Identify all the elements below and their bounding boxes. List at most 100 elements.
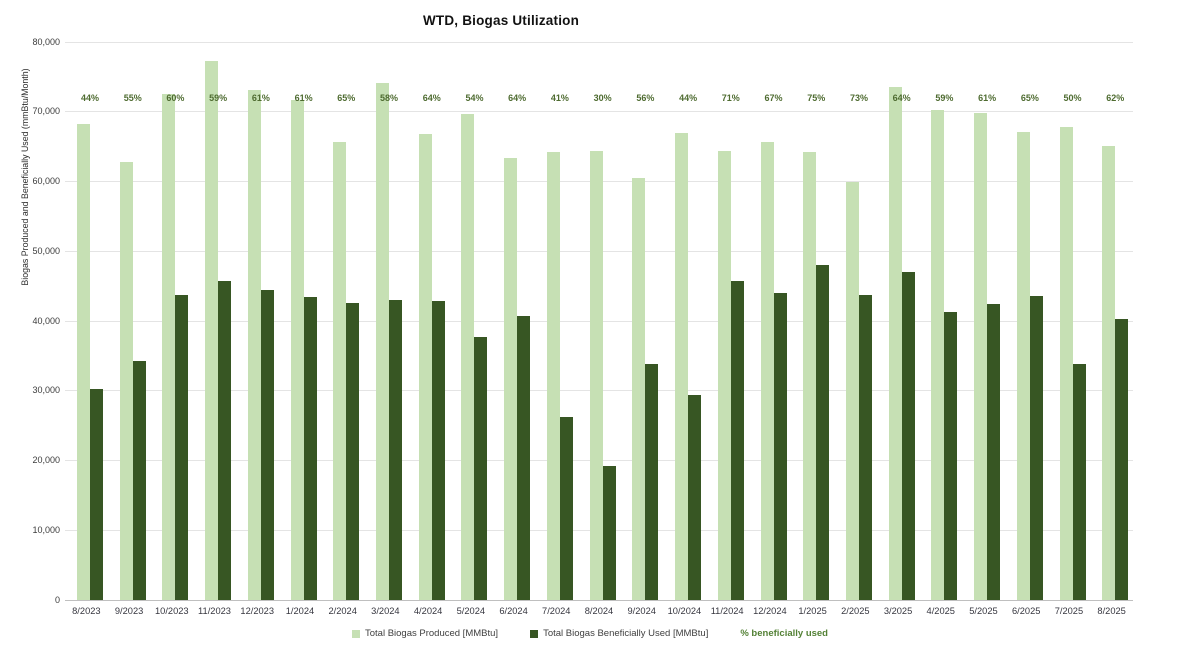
produced-bar xyxy=(77,123,90,600)
percent-label: 62% xyxy=(1106,93,1125,103)
gridline xyxy=(65,111,1133,113)
produced-bar xyxy=(247,90,261,600)
used-bar xyxy=(987,304,1001,600)
produced-bar xyxy=(205,60,219,600)
used-bar xyxy=(303,296,317,600)
percent-label: 56% xyxy=(636,93,655,103)
used-bar xyxy=(474,337,488,600)
produced-bar xyxy=(162,93,176,600)
percent-label: 64% xyxy=(892,93,911,103)
used-series-swatch xyxy=(530,629,539,638)
used-bar xyxy=(431,301,445,600)
produced-bar xyxy=(290,99,304,600)
percent-label: 30% xyxy=(593,93,612,103)
x-tick-label: 8/2025 xyxy=(1097,606,1126,616)
chart-legend: Total Biogas Produced [MMBtu] Total Biog… xyxy=(0,628,1180,639)
x-tick-label: 3/2025 xyxy=(883,606,913,616)
x-tick-label: 5/2025 xyxy=(969,606,998,616)
percent-label: 54% xyxy=(465,93,484,103)
x-tick-label: 2/2025 xyxy=(841,606,870,616)
used-bar xyxy=(346,302,360,600)
produced-bar xyxy=(1016,131,1030,600)
produced-bar xyxy=(675,133,689,600)
x-tick-label: 4/2024 xyxy=(413,606,443,616)
produced-bar xyxy=(333,142,347,600)
used-bar xyxy=(1029,295,1043,600)
percent-label: 59% xyxy=(209,93,228,103)
produced-bar xyxy=(589,150,603,600)
chart-title: WTD, Biogas Utilization xyxy=(422,13,580,28)
percent-label: 58% xyxy=(380,93,399,103)
used-bar xyxy=(688,394,702,600)
produced-bar xyxy=(1059,127,1073,600)
produced-bar xyxy=(418,134,432,600)
produced-bar xyxy=(1102,145,1116,600)
percent-label: 44% xyxy=(80,93,99,103)
x-tick-label: 9/2024 xyxy=(627,606,656,616)
x-tick-label: 1/2025 xyxy=(798,606,827,616)
produced-bar xyxy=(974,113,988,600)
used-bar xyxy=(602,466,616,600)
y-tick-label: 30,000 xyxy=(32,385,60,396)
used-bar xyxy=(858,295,872,600)
percent-label: 73% xyxy=(849,93,868,103)
x-tick-label: 6/2024 xyxy=(499,606,528,616)
x-tick-label: 12/2024 xyxy=(753,606,787,616)
produced-bar xyxy=(845,181,859,600)
percent-label: 64% xyxy=(422,93,441,103)
y-tick-label: 0 xyxy=(54,594,60,605)
x-tick-label: 3/2024 xyxy=(371,606,400,616)
produced-bar xyxy=(546,152,560,600)
x-tick-label: 11/2024 xyxy=(710,606,744,616)
percent-label: 60% xyxy=(166,93,185,103)
x-tick-label: 7/2025 xyxy=(1054,606,1084,616)
x-tick-label: 1/2024 xyxy=(285,606,315,616)
used-bar xyxy=(389,300,403,600)
used-bar xyxy=(901,272,915,600)
legend-label-percent: % beneficially used xyxy=(740,628,828,639)
used-bar xyxy=(90,388,103,600)
y-tick-label: 80,000 xyxy=(32,36,60,47)
produced-series-swatch xyxy=(351,629,360,638)
produced-bar xyxy=(760,141,774,600)
used-bar xyxy=(517,316,531,600)
used-bar xyxy=(1072,363,1086,600)
percent-label: 75% xyxy=(807,93,826,103)
legend-label-used: Total Biogas Beneficially Used [MMBtu] xyxy=(543,628,709,639)
used-bar xyxy=(1115,318,1129,600)
produced-bar xyxy=(461,113,475,600)
x-tick-label: 12/2023 xyxy=(240,606,275,616)
produced-bar xyxy=(803,152,817,600)
y-tick-label: 50,000 xyxy=(32,245,60,256)
x-tick-label: 5/2024 xyxy=(456,606,486,616)
used-bar xyxy=(645,363,659,600)
y-tick-label: 40,000 xyxy=(32,315,60,326)
percent-label: 61% xyxy=(251,93,270,103)
percent-label: 64% xyxy=(508,93,527,103)
produced-bar xyxy=(119,161,133,600)
x-tick-label: 7/2024 xyxy=(542,606,571,616)
produced-bar xyxy=(504,157,518,600)
x-tick-label: 9/2023 xyxy=(114,606,144,616)
y-tick-label: 10,000 xyxy=(32,524,60,535)
produced-bar xyxy=(717,150,731,600)
legend-item-produced: Total Biogas Produced [MMBtu] xyxy=(351,628,498,639)
legend-item-used: Total Biogas Beneficially Used [MMBtu] xyxy=(530,628,708,639)
legend-item-percent: % beneficially used xyxy=(740,628,828,639)
used-bar xyxy=(218,280,232,600)
produced-bar xyxy=(632,178,646,600)
used-bar xyxy=(175,295,189,600)
y-tick-label: 60,000 xyxy=(32,176,60,186)
produced-bar xyxy=(931,110,945,600)
produced-bar xyxy=(376,83,390,600)
x-tick-label: 4/2025 xyxy=(926,606,955,616)
x-axis-line xyxy=(65,599,1133,601)
percent-label: 61% xyxy=(978,93,997,103)
y-tick-label: 20,000 xyxy=(32,455,60,465)
percent-label: 67% xyxy=(764,93,783,103)
used-bar xyxy=(132,360,146,600)
percent-label: 55% xyxy=(123,93,142,103)
used-bar xyxy=(773,293,787,600)
percent-label: 65% xyxy=(337,93,356,103)
